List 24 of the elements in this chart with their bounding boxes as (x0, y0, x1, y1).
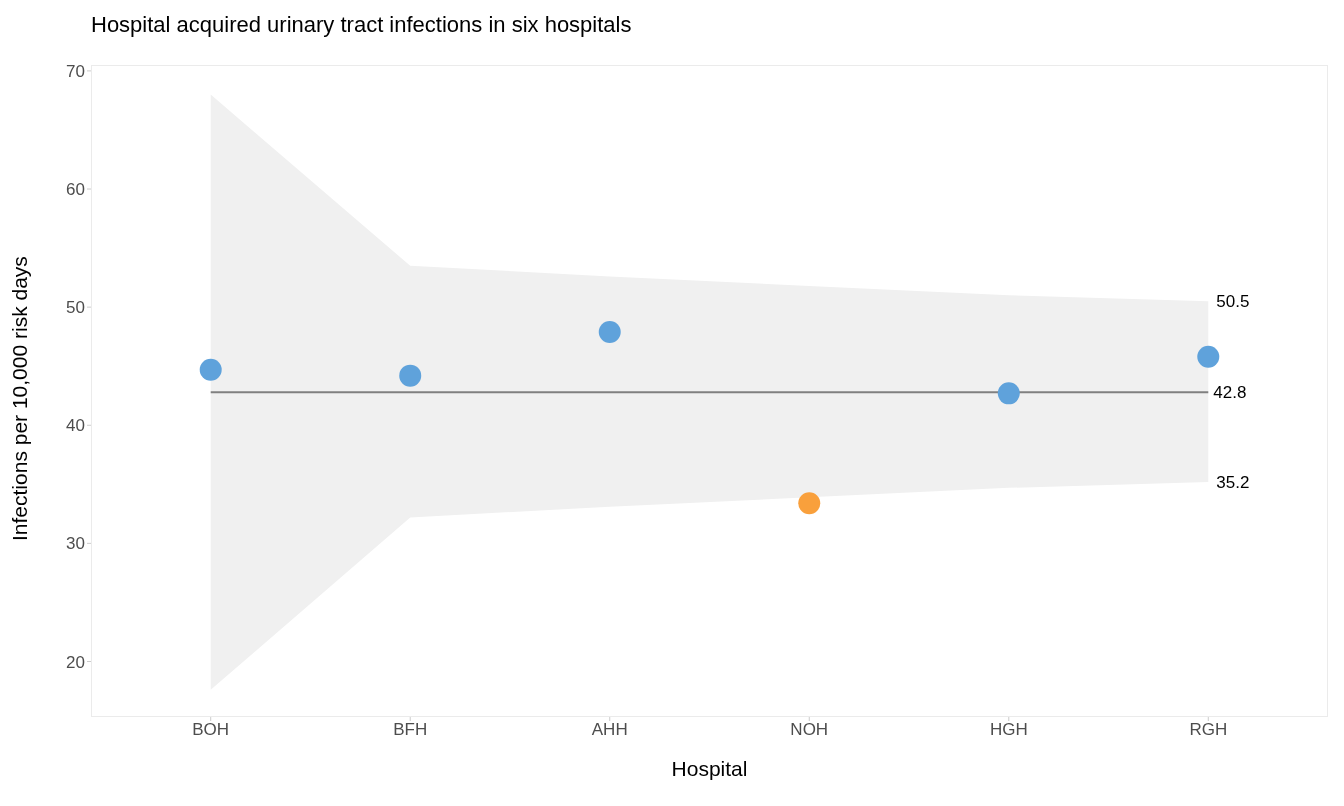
point (798, 492, 821, 515)
x-tick-label: AHH (591, 720, 628, 740)
annotation: 50.5 (1216, 292, 1250, 312)
x-tick-label: HGH (989, 720, 1028, 740)
x-tick-label: RGH (1189, 720, 1228, 740)
point (997, 382, 1020, 405)
y-tick-label: 30 (66, 534, 85, 554)
chart-title: Hospital acquired urinary tract infections in six hospitals (91, 12, 632, 38)
point (1197, 345, 1220, 368)
point (399, 364, 422, 387)
x-axis-title: Hospital (671, 757, 748, 780)
x-tick-label: BFH (393, 720, 428, 740)
point (199, 358, 222, 381)
y-tick-label: 20 (66, 652, 85, 672)
x-tick-label: NOH (790, 720, 829, 740)
annotation: 35.2 (1216, 472, 1250, 492)
ref-line-label: 42.8 (1213, 383, 1247, 403)
y-tick-label: 40 (66, 416, 85, 436)
y-tick-label: 70 (66, 61, 85, 81)
y-tick-label: 50 (66, 298, 85, 318)
x-tick-label: BOH (192, 720, 230, 740)
y-tick-label: 60 (66, 180, 85, 200)
point (598, 320, 621, 343)
y-axis-title: Infections per 10,000 risk days (8, 256, 32, 541)
